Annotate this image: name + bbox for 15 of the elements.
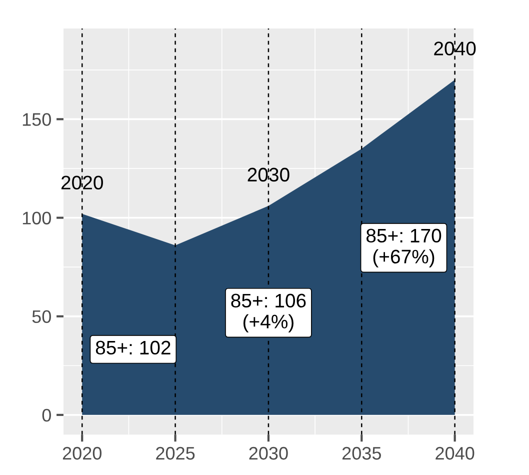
annotation: 85+: 106 (+4%) <box>231 294 306 332</box>
y-tick-label: 150 <box>22 113 51 126</box>
x-tick-label: 2040 <box>436 446 474 460</box>
y-tick-label: 100 <box>22 212 51 224</box>
annotation: 85+: 102 <box>96 340 170 355</box>
ref-line-label: 2030 <box>248 168 290 182</box>
ref-line-label: 2040 <box>434 42 476 56</box>
ref-line-label: 2020 <box>61 176 103 190</box>
x-tick-label: 2030 <box>249 446 288 460</box>
x-tick-label: 2020 <box>62 446 102 460</box>
x-tick-label: 2035 <box>342 446 381 460</box>
y-tick-label: 50 <box>32 310 51 324</box>
annotation: 85+: 170 (+67%) <box>366 228 442 268</box>
y-tick-label: 0 <box>42 408 51 422</box>
x-tick-label: 2025 <box>156 446 195 460</box>
